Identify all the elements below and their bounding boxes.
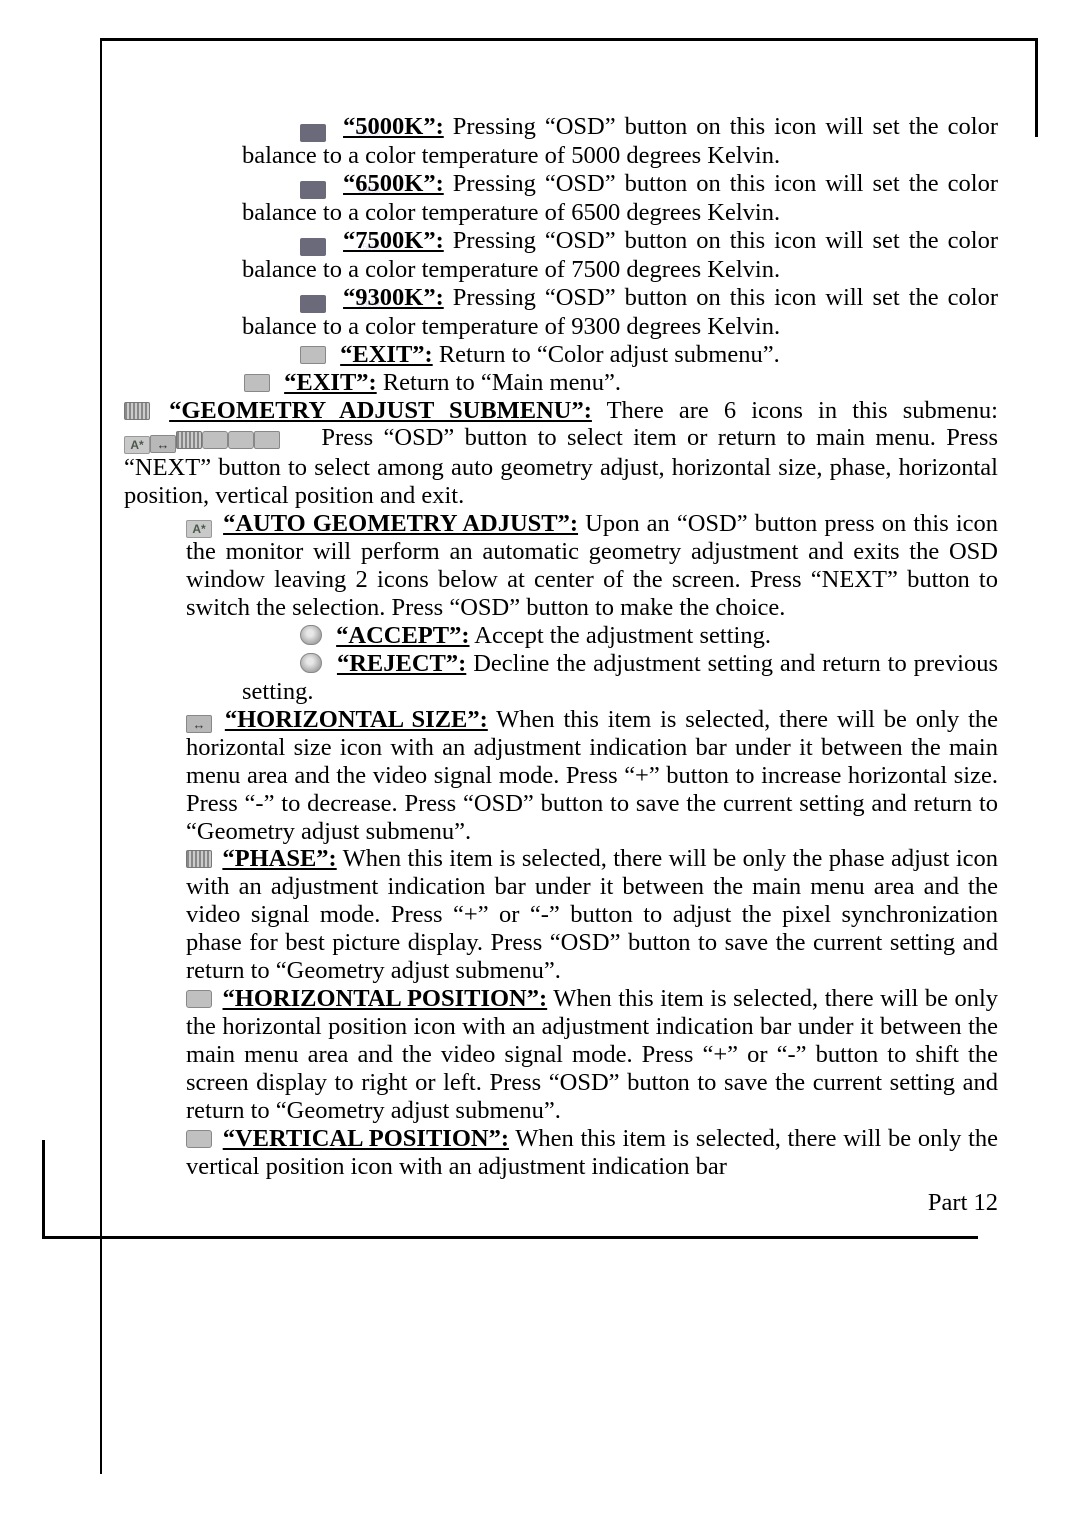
label-7500k: “7500K”: — [343, 227, 444, 254]
page-number: Part 12 — [124, 1189, 998, 1217]
vpos-icon — [228, 431, 254, 449]
icon-9300k: 9300k — [300, 295, 326, 313]
label-9300k: “9300K”: — [343, 284, 444, 311]
entry-vpos: “VERTICAL POSITION”: When this item is s… — [186, 1125, 998, 1181]
entry-6500k: 6500k “6500K”: Pressing “OSD” button on … — [242, 170, 998, 227]
geometry-heading-block: “GEOMETRY ADJUST SUBMENU”: There are 6 i… — [124, 397, 998, 511]
label-phase: “PHASE”: — [222, 845, 336, 872]
entry-5000k: 5000k “5000K”: Pressing “OSD” button on … — [242, 113, 998, 170]
label-exit-main: “EXIT”: — [284, 369, 377, 396]
manual-page: 5000k “5000K”: Pressing “OSD” button on … — [0, 0, 1080, 1529]
hsize-icon: ↔ — [186, 715, 212, 733]
hpos-icon — [186, 990, 212, 1008]
entry-auto-geometry: A* “AUTO GEOMETRY ADJUST”: Upon an “OSD”… — [186, 510, 998, 622]
body-exit-color: Return to “Color adjust submenu”. — [439, 341, 780, 368]
label-auto-geometry: “AUTO GEOMETRY ADJUST”: — [223, 510, 578, 537]
geometry-icon — [124, 402, 150, 420]
icon-5000k: 5000k — [300, 124, 326, 142]
body-accept: Accept the adjustment setting. — [474, 622, 771, 649]
exit-icon — [254, 431, 280, 449]
hpos-icon — [202, 431, 228, 449]
label-exit-color: “EXIT”: — [340, 341, 433, 368]
phase-icon — [176, 431, 202, 449]
label-hsize: “HORIZONTAL SIZE”: — [225, 706, 488, 733]
entry-9300k: 9300k “9300K”: Pressing “OSD” button on … — [242, 284, 998, 341]
icon-6500k: 6500k — [300, 181, 326, 199]
body-exit-main: Return to “Main menu”. — [383, 369, 621, 396]
frame-border-top — [102, 38, 1038, 41]
frame-border-bottom — [42, 1236, 978, 1239]
entry-accept: “ACCEPT”: Accept the adjustment setting. — [242, 622, 998, 650]
label-5000k: “5000K”: — [343, 113, 444, 140]
exit-icon — [300, 346, 326, 364]
entry-hpos: “HORIZONTAL POSITION”: When this item is… — [186, 985, 998, 1125]
entry-phase: “PHASE”: When this item is selected, the… — [186, 845, 998, 985]
vpos-icon — [186, 1130, 212, 1148]
label-6500k: “6500K”: — [343, 170, 444, 197]
label-vpos: “VERTICAL POSITION”: — [223, 1125, 509, 1152]
phase-icon — [186, 850, 212, 868]
label-hpos: “HORIZONTAL POSITION”: — [223, 985, 548, 1012]
entry-exit-color: “EXIT”: Return to “Color adjust submenu”… — [242, 341, 998, 369]
frame-border-left — [100, 38, 102, 1474]
label-reject: “REJECT”: — [337, 650, 466, 677]
geometry-intro1: There are 6 icons in this submenu: — [607, 397, 998, 424]
exit-icon — [244, 374, 270, 392]
reject-icon — [300, 653, 322, 673]
auto-icon: A* — [186, 520, 212, 538]
entry-hsize: ↔ “HORIZONTAL SIZE”: When this item is s… — [186, 706, 998, 846]
entry-7500k: 7500k “7500K”: Pressing “OSD” button on … — [242, 227, 998, 284]
auto-icon: A* — [124, 436, 150, 454]
hsize-icon: ↔ — [150, 435, 176, 453]
geometry-icon-strip: A*↔ — [124, 426, 280, 454]
label-accept: “ACCEPT”: — [336, 622, 469, 649]
geometry-heading: “GEOMETRY ADJUST SUBMENU”: — [169, 397, 592, 424]
icon-7500k: 7500k — [300, 238, 326, 256]
page-content: 5000k “5000K”: Pressing “OSD” button on … — [42, 41, 1038, 1216]
entry-exit-main: “EXIT”: Return to “Main menu”. — [186, 369, 998, 397]
accept-icon — [300, 625, 322, 645]
entry-reject: “REJECT”: Decline the adjustment setting… — [242, 650, 998, 706]
